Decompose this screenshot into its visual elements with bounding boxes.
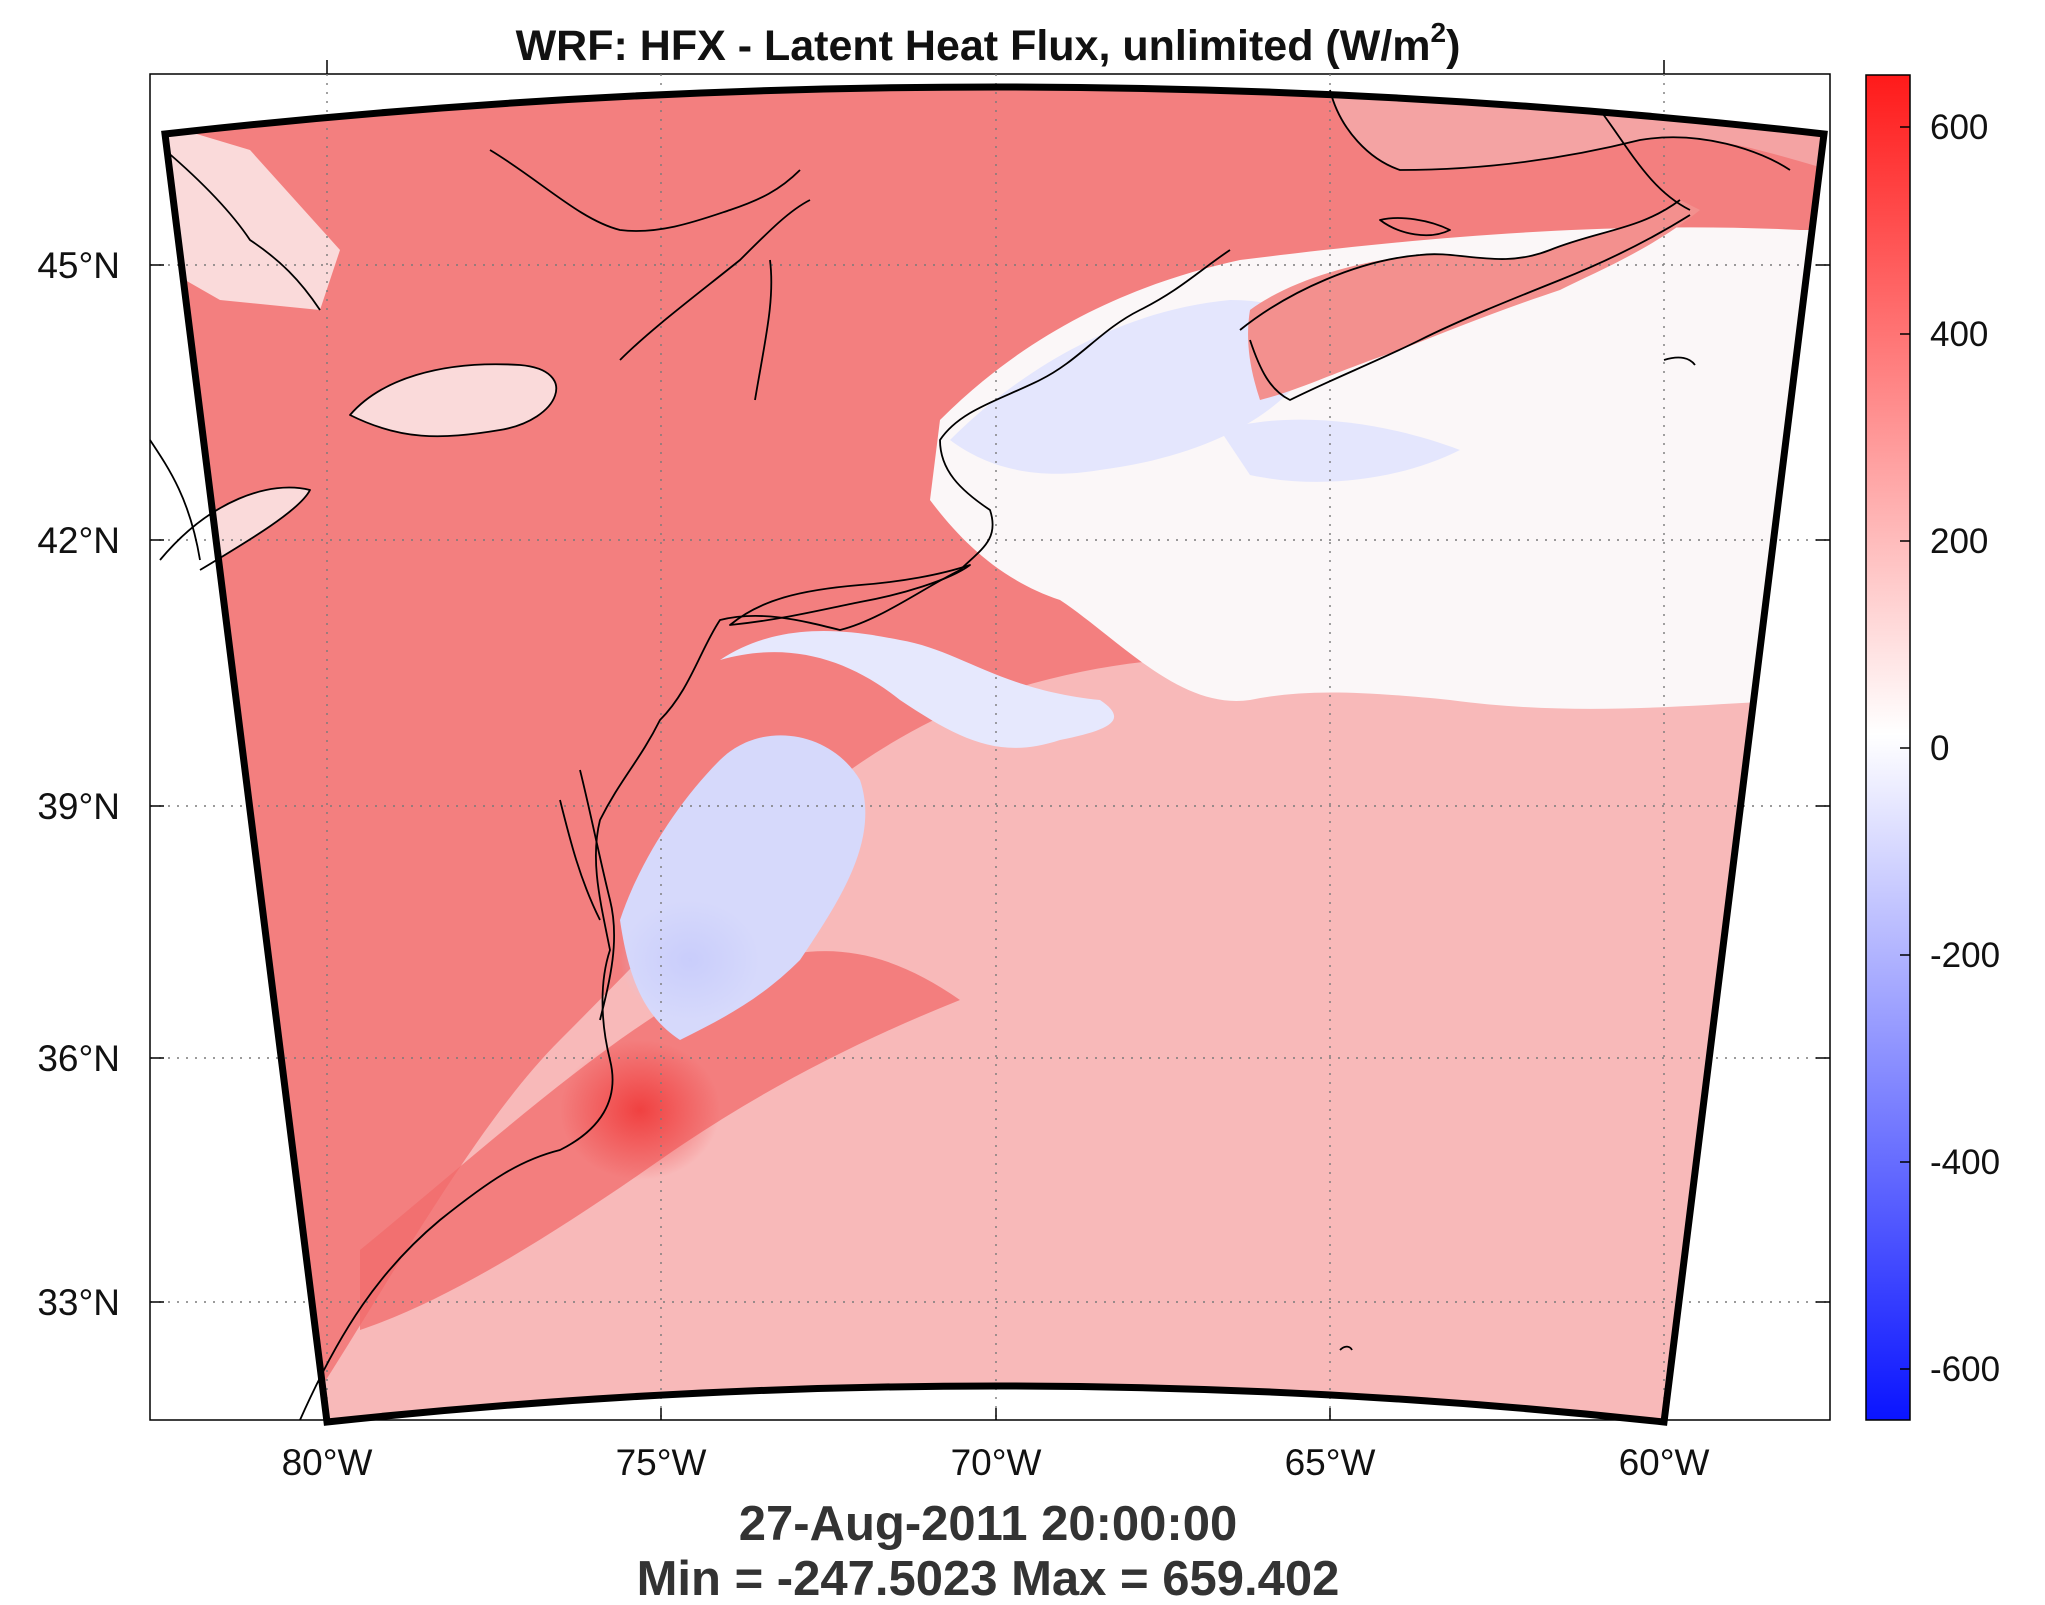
lat-label-45n: 45°N	[37, 245, 120, 286]
colorbar-tick-400: 400	[1930, 315, 1988, 354]
min-max-stats: Min = -247.5023 Max = 659.402	[637, 1552, 1340, 1605]
flux-field	[165, 87, 1824, 1420]
figure-title: WRF: HFX - Latent Heat Flux, unlimited (…	[516, 17, 1461, 70]
colorbar-tick-200: 200	[1930, 522, 1988, 561]
lon-label-60w: 60°W	[1619, 1442, 1710, 1483]
colorbar-tick-minus-200: -200	[1930, 936, 2000, 975]
colorbar-tick-minus-400: -400	[1930, 1143, 2000, 1182]
lat-label-33n: 33°N	[37, 1282, 120, 1323]
colorbar: 600 400 200 0 -200 -400 -600	[1865, 74, 2000, 1421]
timestamp-label: 27-Aug-2011 20:00:00	[739, 1497, 1237, 1551]
lon-label-70w: 70°W	[951, 1442, 1042, 1483]
coastlines	[149, 89, 1791, 1421]
lon-label-80w: 80°W	[282, 1442, 373, 1483]
axis-tick-marks	[150, 60, 1830, 1420]
colorbar-tick-minus-600: -600	[1930, 1350, 2000, 1389]
model-domain-boundary	[161, 83, 1828, 1426]
lon-label-75w: 75°W	[616, 1442, 707, 1483]
lat-label-36n: 36°N	[37, 1038, 120, 1079]
graticule	[150, 74, 1830, 1420]
colorbar-tick-0: 0	[1930, 729, 1949, 768]
lon-label-65w: 65°W	[1285, 1442, 1376, 1483]
lat-label-42n: 42°N	[37, 520, 120, 561]
latitude-labels: 33°N 36°N 39°N 42°N 45°N	[37, 245, 120, 1323]
colorbar-tick-600: 600	[1930, 108, 1988, 147]
lat-label-39n: 39°N	[37, 786, 120, 827]
longitude-labels: 80°W 75°W 70°W 65°W 60°W	[282, 1442, 1710, 1483]
